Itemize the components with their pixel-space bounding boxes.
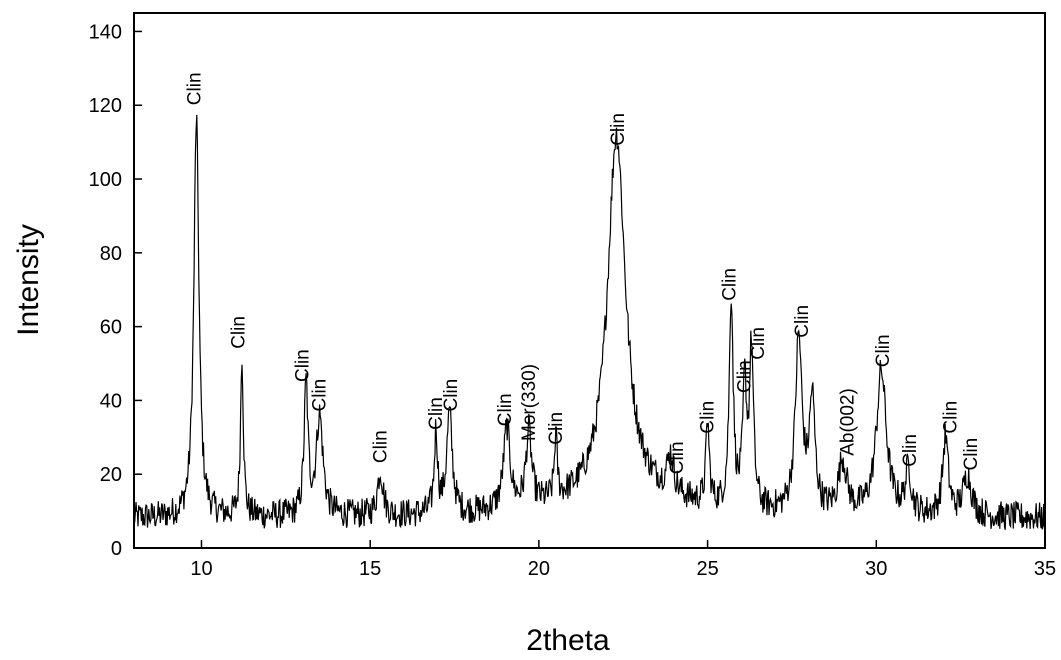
peak-annotation: Clin xyxy=(698,401,719,434)
y-axis-title: Intensity xyxy=(12,224,45,336)
x-axis-ticks: 10 15 20 25 30 35 xyxy=(190,540,1056,580)
x-tick-label: 35 xyxy=(1034,558,1056,580)
y-tick-label: 120 xyxy=(89,95,122,117)
x-axis-title: 2theta xyxy=(526,624,610,657)
x-tick-label: 25 xyxy=(696,558,718,580)
peak-annotation: Clin xyxy=(735,360,756,393)
peak-annotation: Clin xyxy=(293,349,314,382)
peak-annotation: Clin xyxy=(941,401,962,434)
peak-annotation: Clin xyxy=(900,434,921,467)
y-tick-label: 20 xyxy=(100,464,122,486)
peak-annotation: Clin xyxy=(229,316,250,349)
x-tick-label: 20 xyxy=(528,558,550,580)
plot-frame xyxy=(133,12,1046,549)
peak-annotation: Mor(330) xyxy=(519,364,540,441)
x-tick-label: 10 xyxy=(190,558,212,580)
peak-annotation: Clin xyxy=(720,268,741,301)
spectrum-line xyxy=(133,114,1046,530)
y-tick-label: 80 xyxy=(100,243,122,265)
peak-annotation: Clin xyxy=(961,438,982,471)
peak-annotation: Ab(002) xyxy=(838,388,859,456)
y-tick-label: 100 xyxy=(89,169,122,191)
peak-annotation: Clin xyxy=(546,412,567,445)
peak-annotation: Clin xyxy=(667,441,688,474)
y-axis-ticks: 0 20 40 60 80 100 120 140 xyxy=(89,21,142,560)
peak-annotation: Clin xyxy=(792,305,813,338)
y-tick-label: 40 xyxy=(100,390,122,412)
peak-annotation: Clin xyxy=(185,72,206,105)
y-tick-label: 0 xyxy=(111,538,122,560)
peak-annotation: Clin xyxy=(310,379,331,412)
peak-annotation: Clin xyxy=(441,379,462,412)
x-tick-label: 30 xyxy=(865,558,887,580)
peak-annotation: Clin xyxy=(608,113,629,146)
y-tick-label: 60 xyxy=(100,317,122,339)
peak-annotation: Clin xyxy=(370,430,391,463)
peak-annotation: Clin xyxy=(748,327,769,360)
peak-annotation: Clin xyxy=(873,334,894,367)
peak-annotation: Clin xyxy=(495,393,516,426)
peak-annotation: Clin xyxy=(426,397,447,430)
x-tick-label: 15 xyxy=(359,558,381,580)
y-tick-label: 140 xyxy=(89,21,122,43)
